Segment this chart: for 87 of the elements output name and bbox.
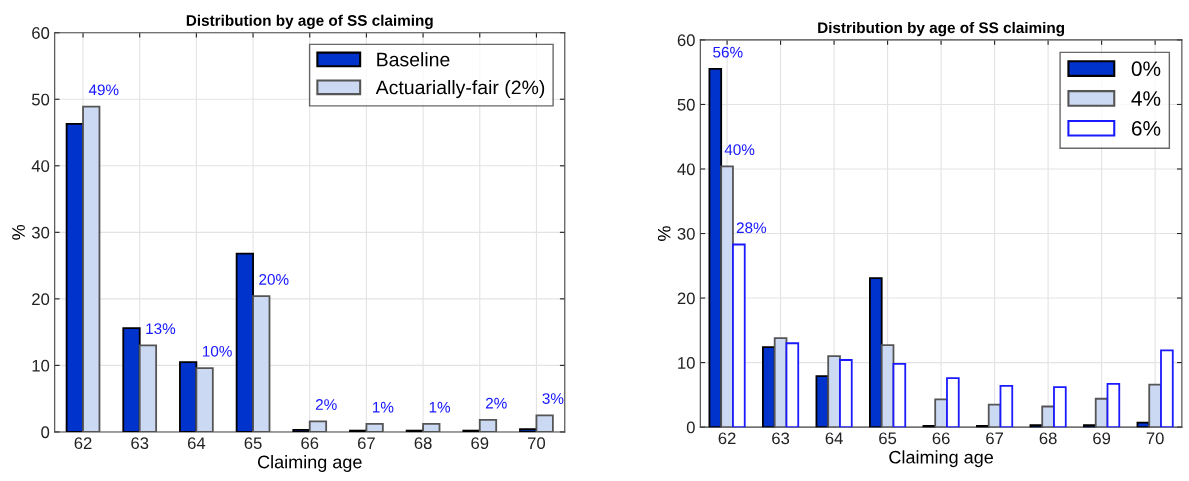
x-tick-label: 70 bbox=[528, 437, 546, 450]
legend-label: Baseline bbox=[377, 52, 450, 67]
legend-label: Actuarially-fair (2%) bbox=[375, 80, 545, 99]
data-label: 10% bbox=[202, 345, 232, 357]
bar bbox=[122, 327, 141, 432]
x-tick-label: 68 bbox=[1039, 432, 1057, 445]
x-tick-label: 66 bbox=[301, 437, 319, 450]
bar bbox=[880, 344, 895, 428]
y-tick-label: 40 bbox=[677, 163, 695, 176]
y-tick-label: 20 bbox=[32, 293, 50, 306]
y-tick-label: 30 bbox=[677, 227, 695, 240]
bar bbox=[1106, 382, 1121, 428]
legend-label: 4% bbox=[1131, 91, 1161, 106]
bar bbox=[535, 414, 554, 432]
y-tick-label: 60 bbox=[677, 34, 695, 47]
data-label: 28% bbox=[736, 222, 767, 234]
x-tick-label: 67 bbox=[986, 432, 1004, 445]
bar bbox=[478, 419, 498, 432]
bar bbox=[892, 362, 907, 428]
bar bbox=[1041, 405, 1055, 428]
y-tick-label: 40 bbox=[31, 160, 50, 172]
chart-title: Distribution by age of SS claiming bbox=[818, 21, 1065, 37]
bar bbox=[934, 398, 948, 428]
y-tick-label: 0 bbox=[686, 421, 695, 434]
bar bbox=[195, 367, 214, 432]
data-label: 1% bbox=[429, 401, 451, 413]
data-label: 2% bbox=[315, 399, 337, 410]
bar bbox=[1094, 397, 1109, 428]
bar bbox=[785, 342, 800, 428]
y-tick-label: 20 bbox=[677, 292, 695, 305]
bar bbox=[869, 277, 883, 428]
x-tick-label: 65 bbox=[879, 432, 897, 445]
bar bbox=[1160, 349, 1174, 428]
bar bbox=[946, 377, 960, 428]
bar bbox=[82, 105, 101, 432]
data-label: 20% bbox=[259, 274, 289, 285]
bar bbox=[773, 337, 788, 428]
y-tick-label: 50 bbox=[677, 98, 695, 111]
bar bbox=[1148, 383, 1162, 428]
x-axis-title: Claiming age bbox=[257, 455, 362, 472]
x-tick-label: 68 bbox=[414, 437, 432, 450]
data-label: 3% bbox=[542, 393, 564, 404]
bar bbox=[1053, 386, 1067, 428]
y-tick-label: 10 bbox=[32, 359, 50, 372]
bar bbox=[235, 252, 254, 432]
legend-label: 6% bbox=[1131, 120, 1161, 136]
x-tick-label: 64 bbox=[187, 437, 206, 450]
bar bbox=[987, 403, 1002, 428]
data-label: 49% bbox=[88, 84, 119, 96]
bar bbox=[827, 355, 841, 428]
data-label: 56% bbox=[713, 46, 743, 58]
x-tick-label: 64 bbox=[825, 432, 843, 445]
x-tick-label: 63 bbox=[772, 432, 790, 445]
y-axis-title: % bbox=[657, 226, 671, 241]
bar bbox=[720, 165, 734, 428]
legend-label: 0% bbox=[1131, 61, 1161, 77]
y-tick-label: 60 bbox=[32, 27, 50, 39]
bar bbox=[999, 384, 1014, 428]
bar bbox=[839, 359, 853, 428]
bar bbox=[308, 420, 328, 432]
x-tick-label: 66 bbox=[932, 432, 950, 445]
x-tick-label: 62 bbox=[718, 432, 736, 445]
bar bbox=[292, 429, 311, 432]
bar bbox=[732, 243, 746, 428]
x-tick-label: 63 bbox=[131, 437, 149, 450]
x-tick-label: 69 bbox=[471, 437, 489, 450]
y-tick-label: 10 bbox=[678, 356, 695, 369]
y-tick-label: 30 bbox=[31, 226, 50, 239]
data-label: 1% bbox=[373, 401, 394, 413]
x-tick-label: 62 bbox=[74, 437, 92, 450]
data-label: 13% bbox=[146, 323, 176, 335]
chart-title: Distribution by age of SS claiming bbox=[186, 14, 433, 29]
bar bbox=[519, 428, 538, 432]
x-tick-label: 65 bbox=[244, 437, 262, 450]
bar bbox=[252, 295, 271, 432]
y-axis-title: % bbox=[12, 224, 25, 240]
x-tick-label: 70 bbox=[1146, 432, 1164, 445]
bar bbox=[365, 423, 384, 432]
x-tick-label: 69 bbox=[1093, 432, 1111, 445]
data-label: 2% bbox=[485, 397, 507, 409]
y-tick-label: 50 bbox=[31, 93, 50, 106]
data-label: 40% bbox=[724, 144, 755, 156]
x-tick-label: 67 bbox=[357, 437, 375, 450]
y-tick-label: 0 bbox=[41, 426, 50, 439]
x-axis-title: Claiming age bbox=[889, 450, 993, 468]
bar bbox=[422, 423, 441, 432]
bar bbox=[138, 344, 158, 432]
